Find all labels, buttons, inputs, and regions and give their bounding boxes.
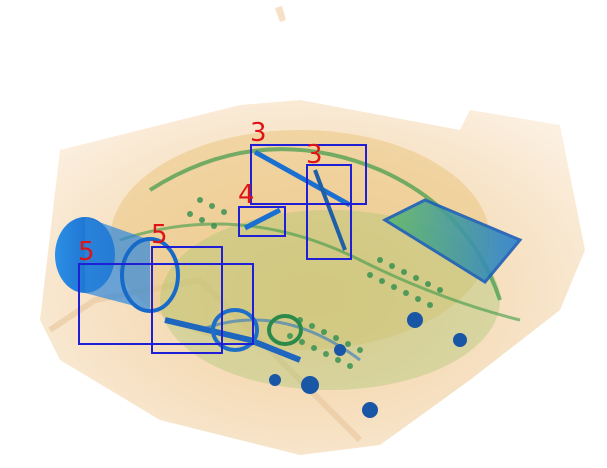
detection-label-5b: 5	[151, 220, 168, 250]
detection-label-4: 4	[238, 180, 255, 210]
detection-label-5a: 5	[78, 237, 95, 267]
detection-box-5a	[78, 263, 254, 345]
detection-label-3a: 3	[250, 118, 267, 148]
bag-contents	[55, 130, 523, 418]
detection-box-3b	[306, 164, 352, 260]
detection-box-5b	[151, 246, 223, 354]
detection-label-3b: 3	[306, 140, 323, 170]
detection-box-3a	[250, 144, 367, 205]
detection-box-4	[238, 206, 286, 237]
